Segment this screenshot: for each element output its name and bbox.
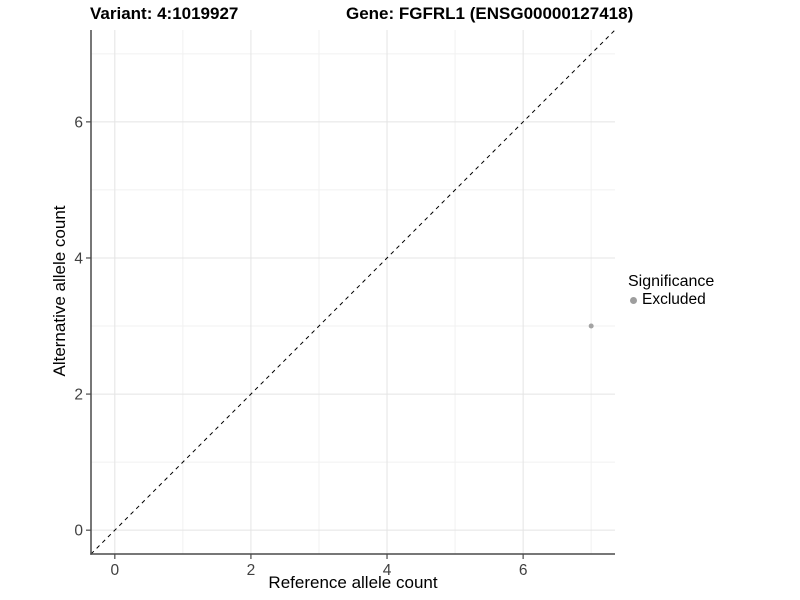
x-tick-label: 0 [111,562,120,579]
x-tick-label: 6 [519,562,528,579]
y-tick-label: 0 [74,523,83,540]
legend-title: Significance [628,273,715,290]
legend-item-excluded: Excluded [628,291,714,309]
legend: Significance Excluded [628,272,714,309]
x-axis-title: Reference allele count [268,573,438,592]
x-tick-label: 4 [383,562,392,579]
plot-title-variant: Variant: 4:1019927 [90,4,239,23]
y-axis-title: Alternative allele count [50,205,69,377]
legend-point-icon [630,296,637,304]
legend-item-label: Excluded [642,291,706,308]
identity-dashed-line [90,29,616,555]
data-point [588,323,594,329]
x-tick-label: 2 [247,562,256,579]
y-tick-label: 4 [74,250,83,267]
plot-title-gene: Gene: FGFRL1 (ENSG00000127418) [346,4,634,23]
y-tick-label: 6 [74,114,83,131]
y-tick-label: 2 [74,387,83,404]
